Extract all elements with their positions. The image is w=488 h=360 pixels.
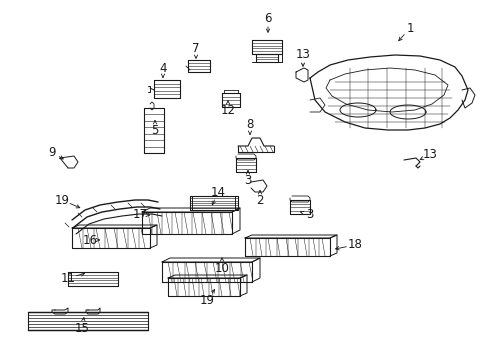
Text: 12: 12 [220, 104, 235, 117]
Text: 18: 18 [347, 238, 362, 252]
Text: 19: 19 [199, 293, 214, 306]
Text: 1: 1 [406, 22, 413, 35]
Text: 5: 5 [151, 123, 159, 136]
Text: 6: 6 [264, 12, 271, 24]
Text: 13: 13 [422, 148, 437, 162]
Text: 16: 16 [82, 234, 97, 247]
Text: 9: 9 [48, 145, 56, 158]
Text: 13: 13 [295, 49, 310, 62]
Text: 10: 10 [214, 261, 229, 274]
Text: 11: 11 [61, 271, 75, 284]
Text: 17: 17 [132, 208, 147, 221]
Text: 15: 15 [74, 321, 89, 334]
Text: 19: 19 [54, 194, 69, 207]
Text: 4: 4 [159, 62, 166, 75]
Text: 3: 3 [244, 174, 251, 186]
Text: 3: 3 [305, 208, 313, 221]
Text: 8: 8 [246, 118, 253, 131]
Text: 14: 14 [210, 185, 225, 198]
Text: 7: 7 [192, 41, 199, 54]
Text: 2: 2 [256, 194, 263, 207]
